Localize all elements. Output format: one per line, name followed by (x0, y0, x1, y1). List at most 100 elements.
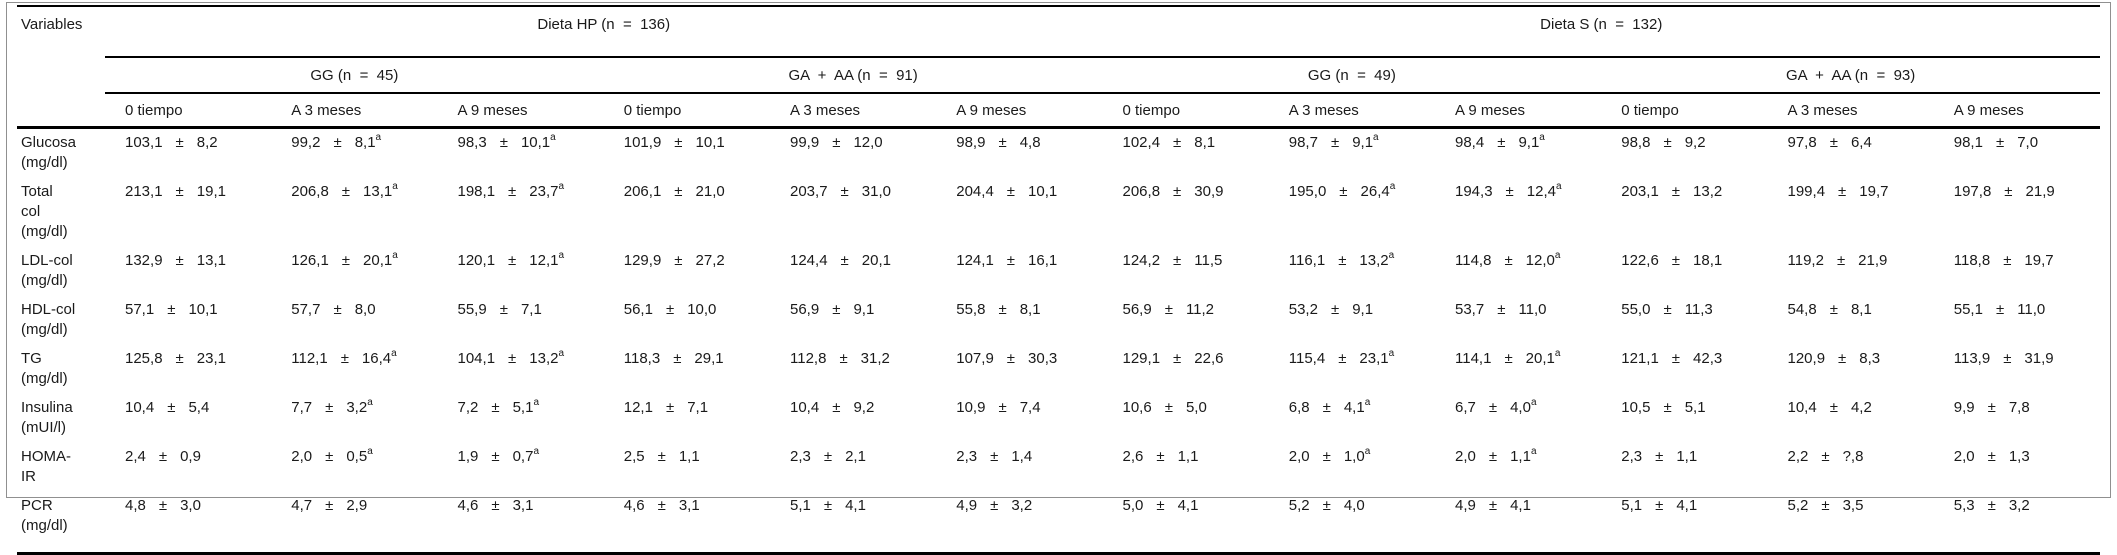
plus-minus-sign: ± (1671, 183, 1681, 200)
plus-minus-sign: ± (840, 252, 849, 269)
plus-minus-sign: ± (325, 448, 334, 465)
variable-label: TG (mg/dl) (21, 350, 68, 387)
plus-minus-sign: ± (1829, 399, 1838, 416)
plus-minus-sign: ± (1006, 252, 1016, 269)
plus-minus-sign: ± (508, 252, 517, 269)
value-cell: 107,9 ±30,3 (956, 350, 1058, 367)
value-cell: 213,1 ±19,1 (125, 183, 226, 200)
plus-minus-sign: ± (1504, 350, 1513, 367)
significance-marker: a (1364, 397, 1371, 408)
plus-minus-sign: ± (1663, 399, 1672, 416)
plus-minus-sign: ± (1987, 399, 1996, 416)
plus-minus-sign: ± (674, 134, 683, 151)
value-cell: 5,2 ±4,0 (1268, 492, 1435, 555)
plus-minus-sign: ± (665, 301, 675, 318)
plus-minus-sign: ± (1338, 350, 1347, 367)
value-cell: 112,8 ±31,2 (790, 350, 890, 367)
value-cell: 2,0 ±1,3 (1953, 448, 2030, 465)
plus-minus-sign: ± (325, 399, 334, 416)
time-col-header: A 3 meses (271, 93, 438, 129)
value-cell: 112,1 ±16,4a (291, 348, 397, 368)
genotype-gaaa-s-header: GA + AA (n = 93) (1601, 57, 2100, 94)
significance-marker: a (367, 446, 373, 457)
plus-minus-sign: ± (1322, 399, 1331, 416)
plus-minus-sign: ± (1663, 301, 1672, 318)
value-cell: 102,4 ±8,1 (1122, 134, 1216, 151)
plus-minus-sign: ± (1497, 134, 1506, 151)
plus-minus-sign: ± (839, 350, 848, 367)
significance-marker: a (1530, 397, 1537, 408)
table-row: PCR (mg/dl) 4,8 ±3,0 4,7 ±2,9 4,6 ±3,1 4,6 ±3,1 5,… (17, 492, 2100, 555)
genotype-header-row: GG (n = 45) GA + AA (n = 91) GG (n = 49)… (17, 57, 2100, 94)
significance-marker: a (392, 181, 398, 192)
plus-minus-sign: ± (167, 399, 176, 416)
significance-marker: a (533, 397, 540, 408)
value-cell: 122,6 ±18,1 (1621, 252, 1723, 269)
value-cell: 55,0 ±11,3 (1621, 301, 1713, 318)
plus-minus-sign: ± (1505, 183, 1514, 200)
significance-marker: a (1373, 132, 1379, 143)
plus-minus-sign: ± (333, 134, 342, 151)
significance-marker: a (392, 250, 398, 261)
time-col-header: A 9 meses (936, 93, 1103, 129)
value-cell: 10,6 ±5,0 (1122, 399, 1207, 416)
plus-minus-sign: ± (499, 301, 508, 318)
value-cell: 195,0 ±26,4a (1288, 181, 1396, 201)
plus-minus-sign: ± (1821, 497, 1830, 514)
value-cell: 118,8 ±19,7 (1953, 252, 2054, 269)
plus-minus-sign: ± (2003, 350, 2012, 367)
variable-label: Insulina (mUI/l) (21, 399, 73, 436)
table-frame: Variables Dieta HP (n = 136) Dieta S (n … (6, 2, 2111, 555)
results-table: Variables Dieta HP (n = 136) Dieta S (n … (17, 5, 2100, 555)
plus-minus-sign: ± (1655, 448, 1664, 465)
plus-minus-sign: ± (175, 350, 184, 367)
significance-marker: a (1388, 250, 1395, 261)
plus-minus-sign: ± (832, 134, 841, 151)
value-cell: 206,8 ±30,9 (1122, 183, 1224, 200)
plus-minus-sign: ± (1829, 301, 1838, 318)
value-cell: 5,0 ±4,1 (1102, 492, 1269, 555)
value-cell: 4,6 ±3,1 (603, 492, 770, 555)
value-cell: 125,8 ±23,1 (125, 350, 226, 367)
significance-marker: a (1389, 181, 1396, 192)
time-col-header: 0 tiempo (1601, 93, 1768, 129)
value-cell: 6,7 ±4,0a (1455, 397, 1537, 417)
value-cell: 2,2 ± ?,8 (1787, 448, 1864, 465)
significance-marker: a (1555, 181, 1562, 192)
plus-minus-sign: ± (840, 183, 849, 200)
plus-minus-sign: ± (1173, 350, 1182, 367)
value-cell: 203,1 ±13,2 (1621, 183, 1723, 200)
plus-minus-sign: ± (1671, 350, 1681, 367)
value-cell: 2,3 ±1,4 (956, 448, 1033, 465)
value-cell: 10,9 ±7,4 (956, 399, 1041, 416)
value-cell: 129,1 ±22,6 (1122, 350, 1224, 367)
value-cell: 116,1 ±13,2a (1288, 250, 1395, 270)
plus-minus-sign: ± (1330, 301, 1340, 318)
plus-minus-sign: ± (1339, 183, 1348, 200)
value-cell: 57,1 ±10,1 (125, 301, 218, 318)
plus-minus-sign: ± (657, 448, 666, 465)
table-row: Glucosa (mg/dl) 103,1 ±8,2 99,2 ±8,1a 98,3 ±10,… (17, 128, 2100, 179)
value-cell: 2,0 ±1,1a (1455, 446, 1537, 466)
value-cell: 10,4 ±9,2 (790, 399, 875, 416)
value-cell: 53,2 ±9,1 (1288, 301, 1374, 318)
plus-minus-sign: ± (673, 350, 682, 367)
value-cell: 98,7 ±9,1a (1288, 132, 1379, 152)
value-cell: 120,9 ±8,3 (1787, 350, 1881, 367)
plus-minus-sign: ± (175, 134, 184, 151)
value-cell: 194,3 ±12,4a (1455, 181, 1562, 201)
plus-minus-sign: ± (674, 252, 683, 269)
time-col-header: A 9 meses (437, 93, 604, 129)
value-cell: 2,5 ±1,1 (623, 448, 700, 465)
value-cell: 4,9 ±4,1 (1435, 492, 1602, 555)
plus-minus-sign: ± (1173, 134, 1182, 151)
significance-marker: a (1364, 446, 1371, 457)
plus-minus-sign: ± (2003, 252, 2012, 269)
value-cell: 10,4 ±5,4 (125, 399, 210, 416)
genotype-gaaa-hp-header: GA + AA (n = 91) (603, 57, 1103, 94)
plus-minus-sign: ± (1156, 448, 1165, 465)
plus-minus-sign: ± (175, 183, 184, 200)
value-cell: 199,4 ±19,7 (1787, 183, 1889, 200)
value-cell: 98,4 ±9,1a (1455, 132, 1545, 152)
plus-minus-sign: ± (158, 448, 168, 465)
